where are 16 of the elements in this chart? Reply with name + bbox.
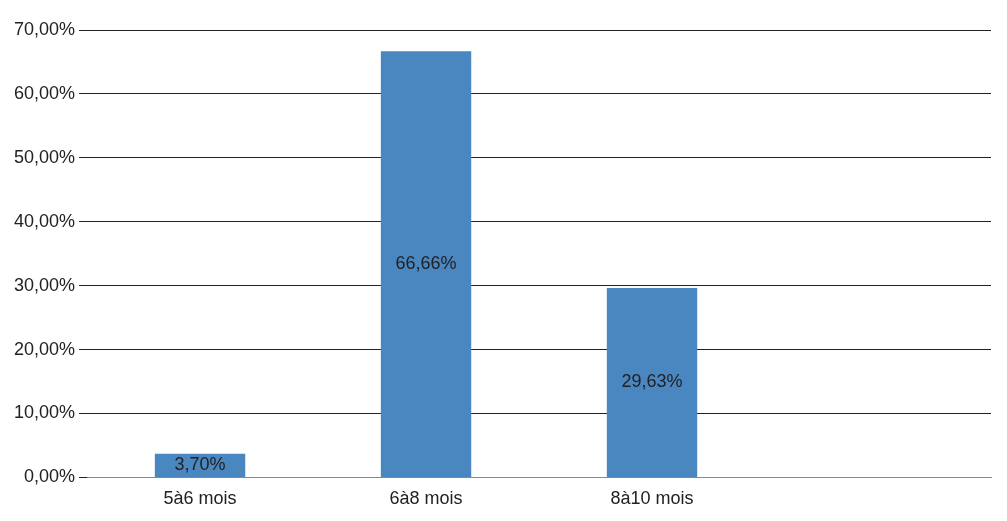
x-tick-label: 5à6 mois (163, 488, 237, 509)
bar (380, 51, 472, 477)
y-tick-label: 0,00% (24, 466, 76, 487)
data-label: 3,70% (174, 454, 226, 475)
bar (606, 288, 698, 477)
y-tick-label: 50,00% (13, 146, 76, 167)
y-tick-label: 20,00% (13, 338, 76, 359)
y-tick-label: 60,00% (13, 82, 76, 103)
x-tick-label: 6à8 mois (389, 488, 463, 509)
y-tick-label: 40,00% (13, 210, 76, 231)
y-tick-label: 10,00% (13, 402, 76, 423)
y-tick-label: 70,00% (13, 18, 76, 39)
data-label: 29,63% (621, 371, 683, 392)
x-tick-label: 8à10 mois (610, 488, 694, 509)
y-tick-label: 30,00% (13, 274, 76, 295)
data-label: 66,66% (395, 253, 457, 274)
